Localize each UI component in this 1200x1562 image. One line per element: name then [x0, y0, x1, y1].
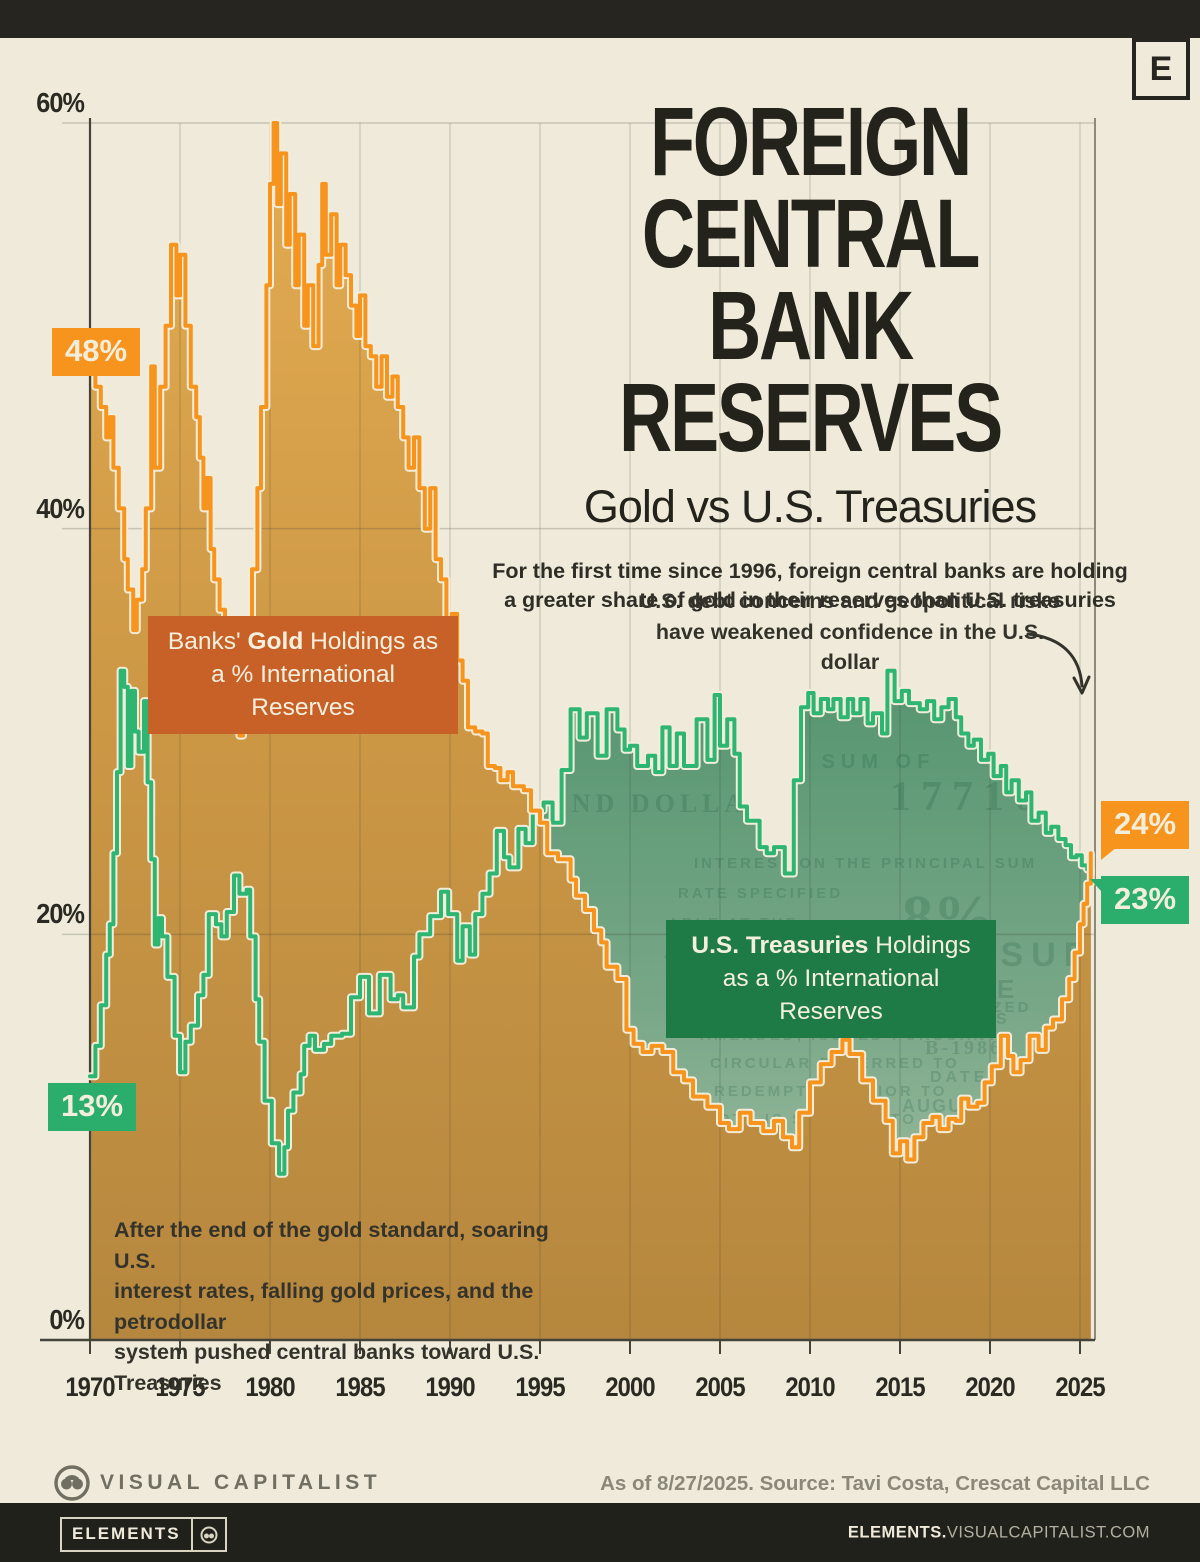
description-line-2: a greater share of gold in their reserve…: [504, 587, 1116, 612]
elements-logo: ELEMENTS: [60, 1517, 227, 1552]
petrodollar-annotation: After the end of the gold standard, soar…: [114, 1215, 594, 1398]
dollar-annotation-line-1: U.S. debt concerns and geopolitical risk…: [639, 589, 1061, 613]
treasury-series-label: U.S. Treasuries Holdings as a % Internat…: [666, 920, 996, 1039]
svg-text:THE SUM OF: THE SUM OF: [752, 751, 935, 773]
site-url: ELEMENTS.VISUALCAPITALIST.COM: [848, 1523, 1150, 1542]
page-description: For the first time since 1996, foreign c…: [430, 557, 1190, 615]
x-axis-label-1990: 1990: [425, 1372, 475, 1402]
dollar-annotation-line-2: have weakened confidence in the U.S. dol…: [655, 619, 1045, 675]
bottom-bar: ELEMENTS ELEMENTS.VISUALCAPITALIST.COM: [0, 1503, 1200, 1562]
x-axis-label-2015: 2015: [875, 1372, 925, 1402]
gold-label-prefix: Banks': [167, 628, 241, 655]
gold-series-label: Banks' Gold Holdings as a % Internationa…: [148, 616, 458, 735]
x-axis-label-1980: 1980: [245, 1372, 295, 1402]
gold-end-value-badge: 24%: [1101, 801, 1190, 860]
elements-icon: [193, 1519, 225, 1550]
svg-text:RATE SPECIFIED: RATE SPECIFIED: [678, 885, 843, 902]
treasury-label-rest: Holdings as a % International Reserves: [722, 932, 971, 1025]
page-subtitle: Gold vs U.S. Treasuries: [583, 480, 1037, 532]
e-logo-letter: E: [1149, 49, 1173, 88]
header: FOREIGN CENTRAL BANK RESERVES Gold vs U.…: [430, 87, 1190, 615]
annotation-arrow-icon: [1026, 632, 1091, 695]
site-url-rest: VISUALCAPITALIST.COM: [946, 1523, 1150, 1541]
y-axis-label-40: 40%: [36, 492, 85, 524]
x-axis-label-2010: 2010: [785, 1372, 835, 1402]
y-axis-label-20: 20%: [36, 898, 85, 930]
visual-capitalist-icon: [54, 1465, 90, 1501]
gold-label-bold: Gold: [247, 628, 304, 655]
svg-text:B-1986: B-1986: [925, 1037, 1003, 1059]
x-axis-label-1985: 1985: [335, 1372, 385, 1402]
title-line-1: FOREIGN CENTRAL: [641, 87, 981, 289]
visual-capitalist-wordmark: VISUAL CAPITALIST: [100, 1471, 382, 1494]
y-axis-label-0: 0%: [49, 1304, 85, 1335]
source-attribution: As of 8/27/2025. Source: Tavi Costa, Cre…: [600, 1472, 1150, 1495]
top-bar: [0, 0, 1200, 38]
dollar-confidence-annotation: U.S. debt concerns and geopolitical risk…: [630, 586, 1070, 678]
petro-annotation-line-2: interest rates, falling gold prices, and…: [114, 1279, 534, 1334]
gold-label-rest: Holdings as a % International Reserves: [211, 628, 439, 721]
treasury-start-value-badge: 13%: [48, 1083, 137, 1131]
x-axis-label-2005: 2005: [695, 1372, 745, 1402]
visual-capitalist-logo: VISUAL CAPITALIST: [54, 1465, 381, 1501]
x-axis-label-2020: 2020: [965, 1372, 1015, 1402]
petro-annotation-line-1: After the end of the gold standard, soar…: [114, 1218, 549, 1273]
svg-text:INTEREST ON THE PRINCIPAL SUM: INTEREST ON THE PRINCIPAL SUM: [694, 855, 1037, 872]
title-line-2: BANK RESERVES: [619, 271, 1003, 473]
treasury-label-bold: U.S. Treasuries: [691, 932, 869, 959]
elements-e-logo: E: [1132, 38, 1190, 100]
x-axis-label-2000: 2000: [605, 1372, 655, 1402]
x-axis-label-1970: 1970: [65, 1372, 115, 1402]
elements-wordmark: ELEMENTS: [62, 1519, 193, 1550]
page-title: FOREIGN CENTRAL BANK RESERVES: [521, 87, 1099, 473]
x-axis-label-1975: 1975: [155, 1372, 205, 1402]
treasury-end-value-badge: 23%: [1089, 876, 1190, 924]
x-axis-label-2025: 2025: [1055, 1372, 1105, 1402]
description-line-1: For the first time since 1996, foreign c…: [492, 558, 1128, 583]
x-axis-label-1995: 1995: [515, 1372, 565, 1402]
svg-text:AND DOLLARS: AND DOLLARS: [548, 789, 792, 818]
gold-start-value-badge: 48%: [52, 328, 141, 376]
y-axis-label-60: 60%: [36, 87, 85, 118]
petro-annotation-line-3: system pushed central banks toward U.S. …: [114, 1340, 540, 1395]
site-url-bold: ELEMENTS.: [847, 1523, 947, 1541]
